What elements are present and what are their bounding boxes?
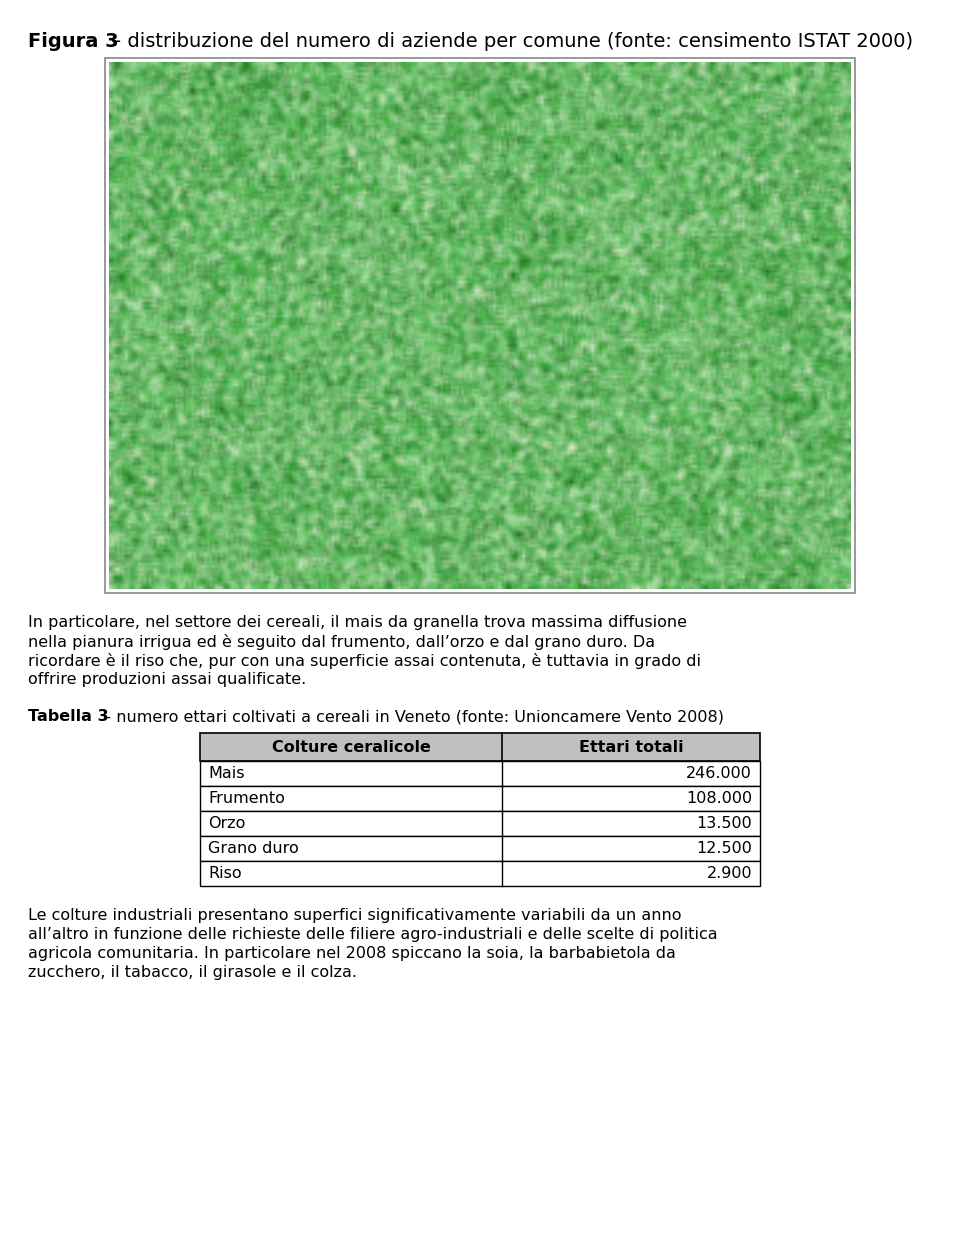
Text: Frumento: Frumento	[208, 791, 285, 806]
Text: 2.900: 2.900	[707, 866, 752, 881]
Text: – numero ettari coltivati a cereali in Veneto (fonte: Unioncamere Vento 2008): – numero ettari coltivati a cereali in V…	[98, 709, 724, 724]
Text: agricola comunitaria. In particolare nel 2008 spiccano la soia, la barbabietola : agricola comunitaria. In particolare nel…	[28, 947, 676, 962]
Bar	[127, 192, 140, 202]
Text: Unità di Progetto Statistica: Unità di Progetto Statistica	[127, 92, 342, 107]
Bar	[127, 230, 140, 241]
Text: offrire produzioni assai qualificate.: offrire produzioni assai qualificate.	[28, 672, 306, 688]
Bar	[127, 211, 140, 222]
Text: 12.500: 12.500	[696, 841, 752, 856]
Text: Mais: Mais	[208, 766, 245, 781]
Bar	[200, 811, 760, 836]
Text: Riso: Riso	[208, 866, 242, 881]
Text: 246.000: 246.000	[686, 766, 752, 781]
Text: Le colture industriali presentano superfici significativamente variabili da un a: Le colture industriali presentano superf…	[28, 908, 682, 923]
Text: 251 -  450: 251 - 450	[145, 194, 202, 202]
Text: Orzo: Orzo	[208, 816, 246, 831]
Text: 108.000: 108.000	[685, 791, 752, 806]
Text: Grano duro: Grano duro	[208, 841, 299, 856]
Text: 451 -  750: 451 - 750	[145, 173, 202, 184]
Text: 13.500: 13.500	[696, 816, 752, 831]
Text: 0 -  100: 0 - 100	[145, 231, 195, 241]
Bar	[200, 733, 760, 760]
Bar	[200, 861, 760, 886]
Text: In particolare, nel settore dei cereali, il mais da granella trova massima diffu: In particolare, nel settore dei cereali,…	[28, 615, 687, 630]
Bar	[105, 58, 855, 593]
Text: Figura 3: Figura 3	[28, 31, 119, 52]
Text: Anno 2000: Anno 2000	[127, 134, 187, 145]
Text: nella pianura irrigua ed è seguito dal frumento, dall’orzo e dal grano duro. Da: nella pianura irrigua ed è seguito dal f…	[28, 634, 655, 650]
Text: Tabella 3: Tabella 3	[28, 709, 108, 724]
Bar	[200, 786, 760, 811]
Text: Ettari totali: Ettari totali	[579, 739, 684, 754]
Text: ricordare è il riso che, pur con una superficie assai contenuta, è tuttavia in g: ricordare è il riso che, pur con una sup…	[28, 652, 701, 669]
Text: 101 -  250: 101 - 250	[145, 212, 202, 222]
Text: 751 - 1.680: 751 - 1.680	[145, 155, 209, 165]
Text: Fonte: V° Censimento Generale dell'Agricoltura 2000: Fonte: V° Censimento Generale dell'Agric…	[120, 579, 396, 590]
Text: Regione del Veneto: Regione del Veneto	[127, 75, 279, 91]
Bar	[127, 155, 140, 165]
Bar	[200, 836, 760, 861]
Text: – distribuzione del numero di aziende per comune (fonte: censimento ISTAT 2000): – distribuzione del numero di aziende pe…	[105, 31, 913, 52]
Text: zucchero, il tabacco, il girasole e il colza.: zucchero, il tabacco, il girasole e il c…	[28, 965, 357, 980]
Text: Numero complessivo di aziende agricole: Numero complessivo di aziende agricole	[127, 119, 353, 129]
Bar	[200, 760, 760, 786]
Text: Colture ceralicole: Colture ceralicole	[272, 739, 431, 754]
Bar	[127, 173, 140, 184]
Text: all’altro in funzione delle richieste delle filiere agro-industriali e delle sce: all’altro in funzione delle richieste de…	[28, 926, 718, 941]
